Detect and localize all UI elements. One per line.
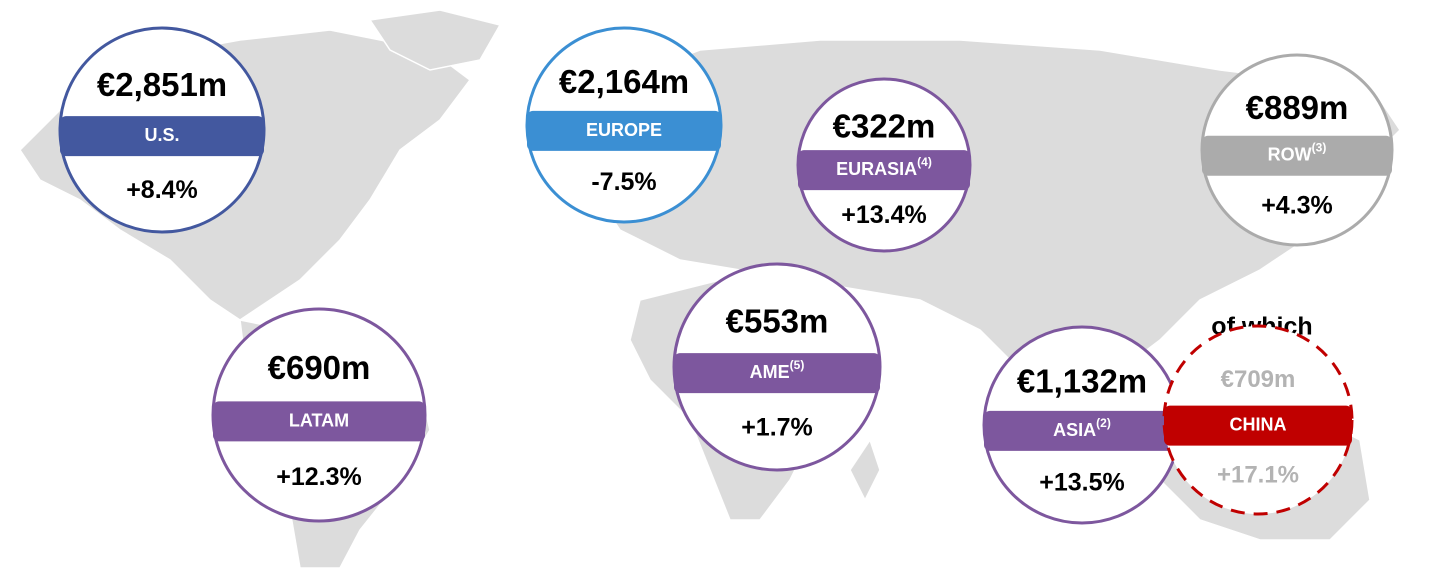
region-change: +4.3% <box>1261 192 1333 220</box>
region-bubble: €553m AME(5) +1.7% <box>672 262 882 472</box>
region-band <box>984 410 1180 451</box>
region-value: €1,132m <box>1017 363 1147 400</box>
region-footnote: (2) <box>1096 416 1111 430</box>
region-bubble: €1,132m ASIA(2) +13.5% <box>982 325 1182 525</box>
region-value: €553m <box>726 302 829 339</box>
region-change: -7.5% <box>591 168 656 196</box>
region-band <box>1164 405 1352 446</box>
region-change: +13.4% <box>841 201 927 229</box>
region-bubble: €2,164m EUROPE -7.5% <box>525 26 723 224</box>
region-value: €2,851m <box>97 66 227 103</box>
region-bubble: €690m LATAM +12.3% <box>211 307 427 523</box>
region-name: U.S. <box>144 125 179 145</box>
region-name: CHINA <box>1230 414 1287 434</box>
region-band <box>60 116 264 157</box>
region-value: €322m <box>833 108 936 145</box>
region-name: AME(5) <box>750 358 805 382</box>
region-bubble: €322m EURASIA(4) +13.4% <box>796 77 972 253</box>
region-name-text: EURASIA <box>836 159 917 179</box>
region-change: +8.4% <box>126 176 198 204</box>
region-change: +1.7% <box>741 413 813 441</box>
region-change: +17.1% <box>1217 462 1299 489</box>
region-value: €690m <box>268 349 371 386</box>
region-name-text: AME <box>750 362 790 382</box>
region-band <box>213 401 425 442</box>
region-value: €889m <box>1246 89 1349 126</box>
region-change: +13.5% <box>1039 468 1125 496</box>
region-bubble: €889m ROW(3) +4.3% <box>1200 53 1394 247</box>
region-name: ROW(3) <box>1268 141 1327 165</box>
region-name: EURASIA(4) <box>836 155 932 179</box>
region-footnote: (4) <box>917 155 932 169</box>
region-change: +12.3% <box>276 463 362 491</box>
region-name: ASIA(2) <box>1053 416 1111 440</box>
region-name-text: EUROPE <box>586 120 662 140</box>
region-name-text: U.S. <box>144 125 179 145</box>
region-footnote: (3) <box>1312 141 1327 155</box>
region-name-text: ROW <box>1268 144 1312 164</box>
region-name-text: ASIA <box>1053 420 1096 440</box>
region-value: €709m <box>1221 366 1296 393</box>
region-name: EUROPE <box>586 120 662 140</box>
region-band <box>1202 135 1392 176</box>
region-value: €2,164m <box>559 63 689 100</box>
region-band <box>798 150 970 191</box>
region-name-text: LATAM <box>289 410 349 430</box>
region-band <box>674 353 880 394</box>
region-name-text: CHINA <box>1230 414 1287 434</box>
region-footnote: (5) <box>790 358 805 372</box>
region-name: LATAM <box>289 410 349 430</box>
region-bubble: €2,851m U.S. +8.4% <box>58 26 266 234</box>
region-band <box>527 110 721 151</box>
region-bubble: €709m CHINA +17.1% <box>1162 324 1354 516</box>
